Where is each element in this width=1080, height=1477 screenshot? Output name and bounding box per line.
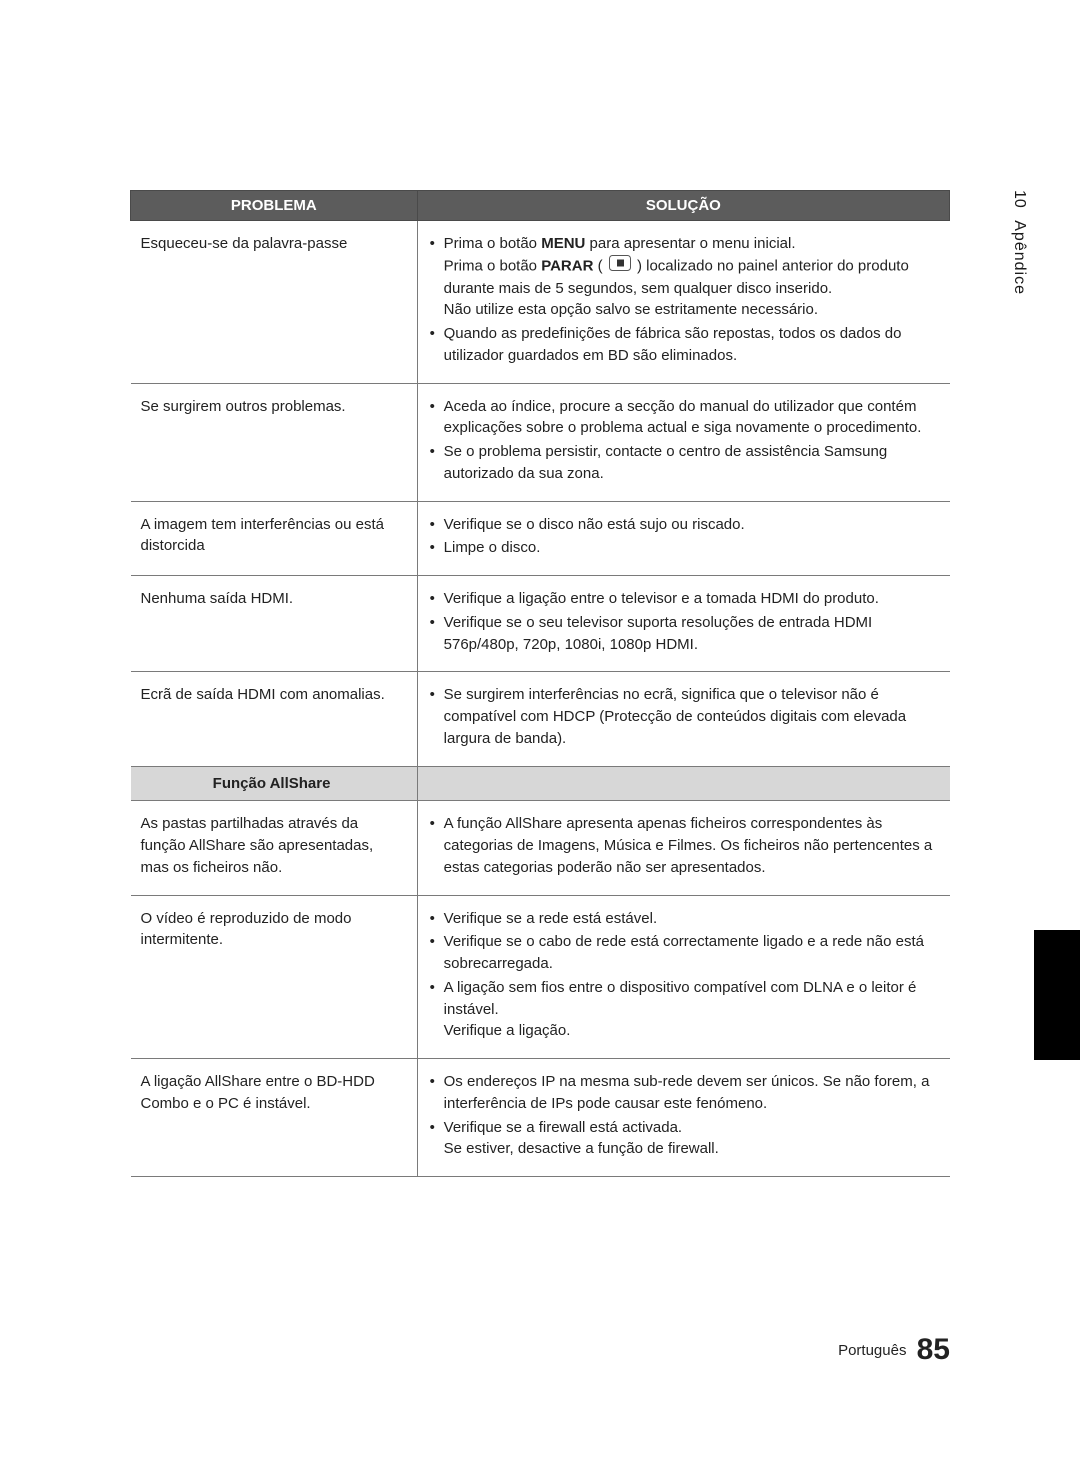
table-header-row: PROBLEMA SOLUÇÃO (131, 191, 950, 221)
chapter-name: Apêndice (1011, 220, 1028, 295)
solution-cell: Os endereços IP na mesma sub-rede devem … (417, 1059, 949, 1177)
solution-item: Verifique se o seu televisor suporta res… (428, 612, 940, 656)
page-number: 85 (917, 1333, 950, 1366)
table-row: Esqueceu-se da palavra-passePrima o botã… (131, 221, 950, 384)
solution-item: A ligação sem fios entre o dispositivo c… (428, 977, 940, 1042)
solution-list: Se surgirem interferências no ecrã, sign… (428, 684, 940, 749)
problem-cell: As pastas partilhadas através da função … (131, 801, 418, 895)
solution-item: Verifique a ligação entre o televisor e … (428, 588, 940, 610)
solution-cell: Verifique a ligação entre o televisor e … (417, 576, 949, 672)
solution-item: Se o problema persistir, contacte o cent… (428, 441, 940, 485)
table-row: A ligação AllShare entre o BD-HDD Combo … (131, 1059, 950, 1177)
bold-text: MENU (541, 235, 585, 252)
header-solution: SOLUÇÃO (417, 191, 949, 221)
solution-item: Limpe o disco. (428, 537, 940, 559)
chapter-number: 10 (1011, 190, 1028, 208)
header-problem: PROBLEMA (131, 191, 418, 221)
solution-list: A função AllShare apresenta apenas fiche… (428, 813, 940, 878)
troubleshooting-table: PROBLEMA SOLUÇÃO Esqueceu-se da palavra-… (130, 190, 950, 1177)
page-footer: Português 85 (838, 1333, 950, 1367)
solution-list: Prima o botão MENU para apresentar o men… (428, 233, 940, 367)
bold-text: PARAR (541, 257, 593, 274)
problem-cell: Ecrã de saída HDMI com anomalias. (131, 672, 418, 766)
problem-cell: Se surgirem outros problemas. (131, 383, 418, 501)
footer-language: Português (838, 1342, 906, 1359)
solution-list: Verifique se a rede está estável.Verifiq… (428, 908, 940, 1043)
solution-list: Os endereços IP na mesma sub-rede devem … (428, 1071, 940, 1160)
solution-list: Verifique a ligação entre o televisor e … (428, 588, 940, 655)
solution-item: Se surgirem interferências no ecrã, sign… (428, 684, 940, 749)
problem-cell: O vídeo é reproduzido de modo intermiten… (131, 895, 418, 1059)
solution-cell: Verifique se o disco não está sujo ou ri… (417, 501, 949, 576)
solution-list: Verifique se o disco não está sujo ou ri… (428, 514, 940, 560)
table-row: A imagem tem interferências ou está dist… (131, 501, 950, 576)
section-empty (417, 766, 949, 801)
side-tab: 10 Apêndice (1010, 190, 1028, 295)
solution-cell: Prima o botão MENU para apresentar o men… (417, 221, 949, 384)
table-row: O vídeo é reproduzido de modo intermiten… (131, 895, 950, 1059)
solution-cell: A função AllShare apresenta apenas fiche… (417, 801, 949, 895)
solution-cell: Verifique se a rede está estável.Verifiq… (417, 895, 949, 1059)
table-row: As pastas partilhadas através da função … (131, 801, 950, 895)
document-page: 10 Apêndice PROBLEMA SOLUÇÃO Esqueceu-se… (0, 0, 1080, 1477)
solution-item: Os endereços IP na mesma sub-rede devem … (428, 1071, 940, 1115)
section-label: Função AllShare (131, 766, 418, 801)
solution-item: Prima o botão MENU para apresentar o men… (428, 233, 940, 321)
problem-cell: Nenhuma saída HDMI. (131, 576, 418, 672)
solution-item: A função AllShare apresenta apenas fiche… (428, 813, 940, 878)
stop-button-icon (609, 255, 631, 278)
section-marker-bar (1034, 930, 1080, 1060)
section-row: Função AllShare (131, 766, 950, 801)
solution-list: Aceda ao índice, procure a secção do man… (428, 396, 940, 485)
solution-item: Verifique se o cabo de rede está correct… (428, 931, 940, 975)
problem-cell: Esqueceu-se da palavra-passe (131, 221, 418, 384)
solution-item: Verifique se o disco não está sujo ou ri… (428, 514, 940, 536)
table-row: Nenhuma saída HDMI. Verifique a ligação e… (131, 576, 950, 672)
solution-item: Verifique se a rede está estável. (428, 908, 940, 930)
solution-item: Aceda ao índice, procure a secção do man… (428, 396, 940, 440)
table-row: Se surgirem outros problemas.Aceda ao ín… (131, 383, 950, 501)
solution-item: Verifique se a firewall está activada.Se… (428, 1117, 940, 1161)
solution-item: Quando as predefinições de fábrica são r… (428, 323, 940, 367)
solution-cell: Se surgirem interferências no ecrã, sign… (417, 672, 949, 766)
table-row: Ecrã de saída HDMI com anomalias.Se surg… (131, 672, 950, 766)
problem-cell: A ligação AllShare entre o BD-HDD Combo … (131, 1059, 418, 1177)
problem-cell: A imagem tem interferências ou está dist… (131, 501, 418, 576)
solution-cell: Aceda ao índice, procure a secção do man… (417, 383, 949, 501)
